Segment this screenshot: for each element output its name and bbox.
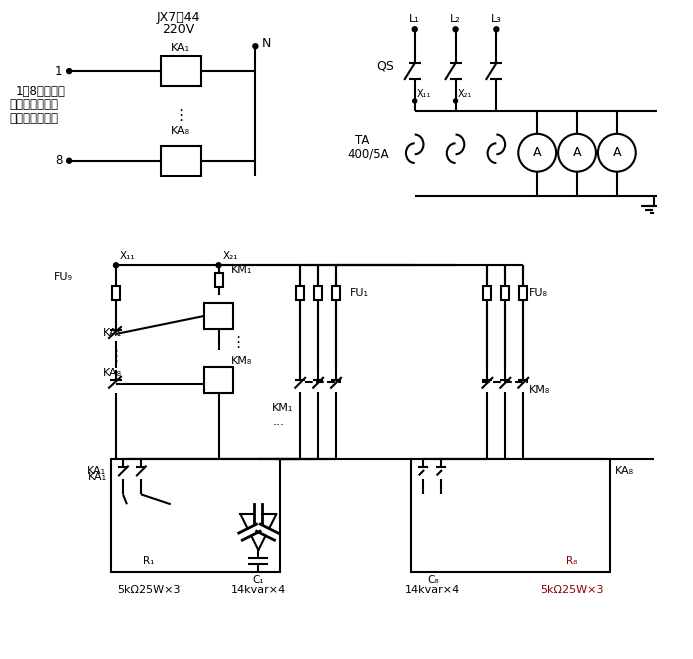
Bar <box>519 286 527 300</box>
Text: C₁: C₁ <box>252 575 264 585</box>
Text: KA₁: KA₁ <box>171 43 191 53</box>
Text: L₂: L₂ <box>450 14 461 24</box>
Text: 自动补偿器接入: 自动补偿器接入 <box>10 113 58 125</box>
Text: KA₁: KA₁ <box>103 328 122 338</box>
Text: KA₁: KA₁ <box>87 467 106 476</box>
Circle shape <box>67 158 71 163</box>
Text: X₂₁: X₂₁ <box>222 251 238 262</box>
Text: C₈: C₈ <box>427 575 439 585</box>
Text: KA₈: KA₈ <box>171 126 190 136</box>
Text: ⋮: ⋮ <box>173 108 188 123</box>
Text: X₁₁: X₁₁ <box>120 251 136 262</box>
Bar <box>215 273 222 287</box>
Bar <box>501 286 509 300</box>
Text: 220V: 220V <box>163 23 195 36</box>
Text: 1～8号控制电: 1～8号控制电 <box>15 84 65 98</box>
Circle shape <box>67 69 71 74</box>
Circle shape <box>453 99 457 103</box>
Text: 5kΩ25W×3: 5kΩ25W×3 <box>117 585 181 595</box>
Text: 8: 8 <box>55 154 62 167</box>
Circle shape <box>494 27 499 32</box>
Text: JX7－44: JX7－44 <box>157 11 200 24</box>
Circle shape <box>216 263 221 268</box>
Text: KA₈: KA₈ <box>615 467 634 476</box>
Text: KA₁: KA₁ <box>88 473 107 482</box>
Bar <box>411 459 610 572</box>
Bar <box>296 286 304 300</box>
Circle shape <box>518 134 556 171</box>
Text: FU₈: FU₈ <box>529 288 548 298</box>
Bar <box>112 286 120 300</box>
Bar <box>111 459 280 572</box>
Text: N: N <box>261 37 271 49</box>
Text: 400/5A: 400/5A <box>347 147 389 160</box>
Bar <box>204 367 234 393</box>
Circle shape <box>598 134 635 171</box>
Bar <box>332 286 340 300</box>
Text: L₁: L₁ <box>410 14 420 24</box>
Circle shape <box>253 43 258 49</box>
Text: ⋮: ⋮ <box>231 335 246 351</box>
Text: R₁: R₁ <box>143 556 155 566</box>
Text: ⋮: ⋮ <box>108 349 123 364</box>
Bar <box>161 56 200 86</box>
Bar <box>314 286 322 300</box>
Circle shape <box>558 134 596 171</box>
Circle shape <box>114 263 119 268</box>
Text: FU₉: FU₉ <box>54 272 73 282</box>
Bar <box>484 286 491 300</box>
Text: L₃: L₃ <box>491 14 502 24</box>
Text: KM₈: KM₈ <box>231 356 252 366</box>
Text: KM₈: KM₈ <box>529 385 550 395</box>
Text: R₈: R₈ <box>566 556 578 566</box>
Text: 5kΩ25W×3: 5kΩ25W×3 <box>541 585 604 595</box>
Text: 14kvar×4: 14kvar×4 <box>405 585 460 595</box>
Text: A: A <box>573 146 581 159</box>
Bar <box>161 146 200 176</box>
Text: QS: QS <box>376 59 394 72</box>
Bar <box>139 555 159 567</box>
Circle shape <box>412 27 417 32</box>
Text: KM₁: KM₁ <box>272 403 294 413</box>
Text: X₂₁: X₂₁ <box>457 89 472 99</box>
Bar <box>204 303 234 329</box>
Circle shape <box>453 27 458 32</box>
Text: 14kvar×4: 14kvar×4 <box>231 585 286 595</box>
Text: 1: 1 <box>55 65 62 78</box>
Text: FU₁: FU₁ <box>350 288 369 298</box>
Text: 源线由功率因数: 源线由功率因数 <box>10 98 58 111</box>
Text: TA: TA <box>355 134 369 148</box>
Circle shape <box>413 99 416 103</box>
Text: KA₈: KA₈ <box>103 368 122 378</box>
Bar <box>562 555 582 567</box>
Text: A: A <box>533 146 541 159</box>
Text: A: A <box>613 146 621 159</box>
Text: X₁₁: X₁₁ <box>416 89 431 99</box>
Text: ...: ... <box>272 415 284 428</box>
Text: KM₁: KM₁ <box>231 266 252 275</box>
